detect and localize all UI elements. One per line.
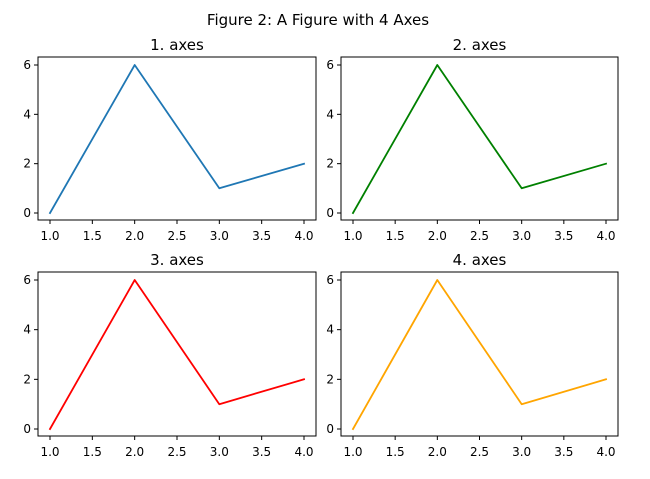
x-tick-label: 1.5: [83, 229, 102, 243]
y-tick-label: 2: [23, 157, 31, 171]
y-tick-label: 4: [23, 323, 31, 337]
subplot-1: 1. axes 1.0 1.5 2.0 2.5 3.0 3.5 4.0 0 2 4 6: [23, 36, 317, 243]
x-tick-label: 3.5: [554, 445, 573, 459]
axes-frame: [37, 271, 317, 437]
axes-frame: [340, 271, 619, 437]
figure-title: Figure 2: A Figure with 4 Axes: [207, 11, 429, 29]
x-tick-label: 3.5: [252, 445, 271, 459]
axes-title: 3. axes: [150, 251, 204, 269]
y-tick-label: 2: [23, 372, 31, 386]
x-tick-label: 1.0: [343, 229, 362, 243]
x-tick-label: 2.0: [125, 445, 144, 459]
x-tick-label: 3.0: [210, 445, 229, 459]
y-tick-label: 6: [23, 58, 31, 72]
subplot-3: 3. axes 1.0 1.5 2.0 2.5 3.0 3.5 4.0 0 2 4 6: [23, 251, 317, 459]
series-line: [351, 279, 608, 431]
y-tick-label: 4: [326, 323, 334, 337]
y-tick-label: 0: [326, 206, 334, 220]
x-tick-label: 2.5: [167, 445, 186, 459]
x-tick-label: 1.0: [40, 445, 59, 459]
x-tick-label: 2.0: [428, 445, 447, 459]
y-tick-label: 2: [326, 157, 334, 171]
y-tick-label: 6: [23, 273, 31, 287]
x-tick-label: 3.0: [512, 229, 531, 243]
x-tick-label: 3.0: [210, 229, 229, 243]
y-tick-label: 4: [23, 107, 31, 121]
x-tick-label: 3.5: [554, 229, 573, 243]
y-tick-label: 6: [326, 273, 334, 287]
x-tick-label: 1.5: [386, 445, 405, 459]
x-tick-label: 3.0: [512, 445, 531, 459]
x-tick-label: 2.5: [167, 229, 186, 243]
axes-frame: [37, 56, 317, 221]
x-tick-label: 2.0: [428, 229, 447, 243]
y-tick-label: 2: [326, 372, 334, 386]
x-tick-label: 4.0: [294, 229, 313, 243]
series-line: [351, 64, 608, 215]
axes-grid: 1. axes 1.0 1.5 2.0 2.5 3.0 3.5 4.0 0 2 4 6 2. axes 1…: [23, 36, 619, 459]
subplot-4: 4. axes 1.0 1.5 2.0 2.5 3.0 3.5 4.0 0 2 4 6: [326, 251, 619, 459]
axes-title: 4. axes: [453, 251, 507, 269]
y-tick-label: 6: [326, 58, 334, 72]
y-tick-label: 4: [326, 107, 334, 121]
y-tick-label: 0: [326, 422, 334, 436]
x-tick-label: 1.5: [83, 445, 102, 459]
y-tick-label: 0: [23, 422, 31, 436]
x-tick-label: 4.0: [596, 445, 615, 459]
x-tick-label: 1.0: [40, 229, 59, 243]
x-tick-label: 1.0: [343, 445, 362, 459]
subplot-2: 2. axes 1.0 1.5 2.0 2.5 3.0 3.5 4.0 0 2 4 6: [326, 36, 619, 243]
series-line: [48, 64, 306, 215]
x-tick-label: 2.5: [470, 229, 489, 243]
axes-title: 1. axes: [150, 36, 204, 54]
x-tick-label: 2.5: [470, 445, 489, 459]
x-tick-label: 3.5: [252, 229, 271, 243]
series-line: [48, 279, 306, 431]
y-tick-label: 0: [23, 206, 31, 220]
x-tick-label: 4.0: [294, 445, 313, 459]
x-tick-label: 1.5: [386, 229, 405, 243]
x-tick-label: 2.0: [125, 229, 144, 243]
axes-title: 2. axes: [453, 36, 507, 54]
axes-frame: [340, 56, 619, 221]
x-tick-label: 4.0: [596, 229, 615, 243]
